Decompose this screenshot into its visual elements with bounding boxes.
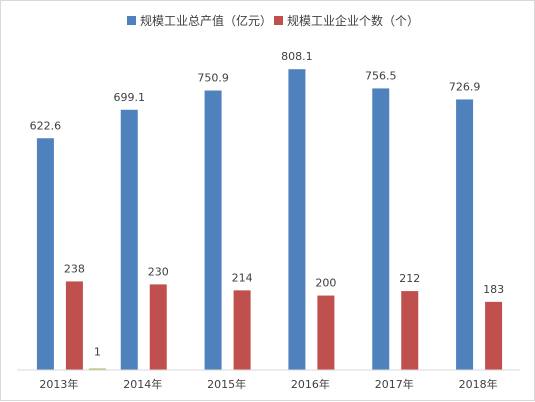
data-label-enterprises-2016年: 200 xyxy=(315,277,336,290)
x-tick-label-2014年: 2014年 xyxy=(123,377,162,391)
bar-enterprises-2013年 xyxy=(65,281,83,370)
x-tick-label-2016年: 2016年 xyxy=(291,377,330,391)
x-tick-label-2018年: 2018年 xyxy=(459,377,498,391)
bar-output-2013年 xyxy=(36,138,54,370)
bar-output-2016年 xyxy=(288,69,306,371)
bar-output-2018年 xyxy=(456,99,474,370)
bar-enterprises-2016年 xyxy=(317,295,335,370)
bar-enterprises-2017年 xyxy=(401,291,419,370)
legend-swatch-output xyxy=(127,16,136,25)
legend-swatch-enterprises xyxy=(274,16,283,25)
legend-label-enterprises: 规模工业企业个数（个） xyxy=(287,13,419,28)
data-label-enterprises-2017年: 212 xyxy=(399,272,420,285)
data-label-output-2015年: 750.9 xyxy=(197,71,229,84)
bar-extra-2013年 xyxy=(88,368,106,370)
bar-output-2014年 xyxy=(120,109,138,370)
data-label-output-2014年: 699.1 xyxy=(114,91,146,104)
x-tick-label-2017年: 2017年 xyxy=(375,377,414,391)
bar-output-2015年 xyxy=(204,90,222,370)
data-label-extra-2013年: 1 xyxy=(94,346,101,359)
bar-output-2017年 xyxy=(372,88,390,371)
x-tick-label-2013年: 2013年 xyxy=(39,377,78,391)
bar-enterprises-2014年 xyxy=(149,284,167,370)
bar-enterprises-2015年 xyxy=(233,290,251,370)
data-label-output-2016年: 808.1 xyxy=(281,50,313,63)
legend: 规模工业总产值（亿元） 规模工业企业个数（个） xyxy=(127,13,419,28)
data-label-enterprises-2018年: 183 xyxy=(483,283,504,296)
x-axis-ticks: 2013年 2014年 2015年 2016年 2017年 2018年 xyxy=(39,377,497,391)
plot-area: 622.6 238 699.1 230 750.9 214 808.1 200 756.5 212… xyxy=(30,50,504,371)
data-label-output-2018年: 726.9 xyxy=(449,80,481,93)
data-label-enterprises-2014年: 230 xyxy=(148,265,169,278)
data-label-output-2017年: 756.5 xyxy=(365,69,397,82)
x-tick-label-2015年: 2015年 xyxy=(207,377,246,391)
data-label-enterprises-2013年: 238 xyxy=(64,262,85,275)
bar-enterprises-2018年 xyxy=(485,301,503,370)
legend-label-output: 规模工业总产值（亿元） xyxy=(140,13,272,28)
data-label-output-2013年: 622.6 xyxy=(30,119,62,132)
data-label-enterprises-2015年: 214 xyxy=(232,271,253,284)
